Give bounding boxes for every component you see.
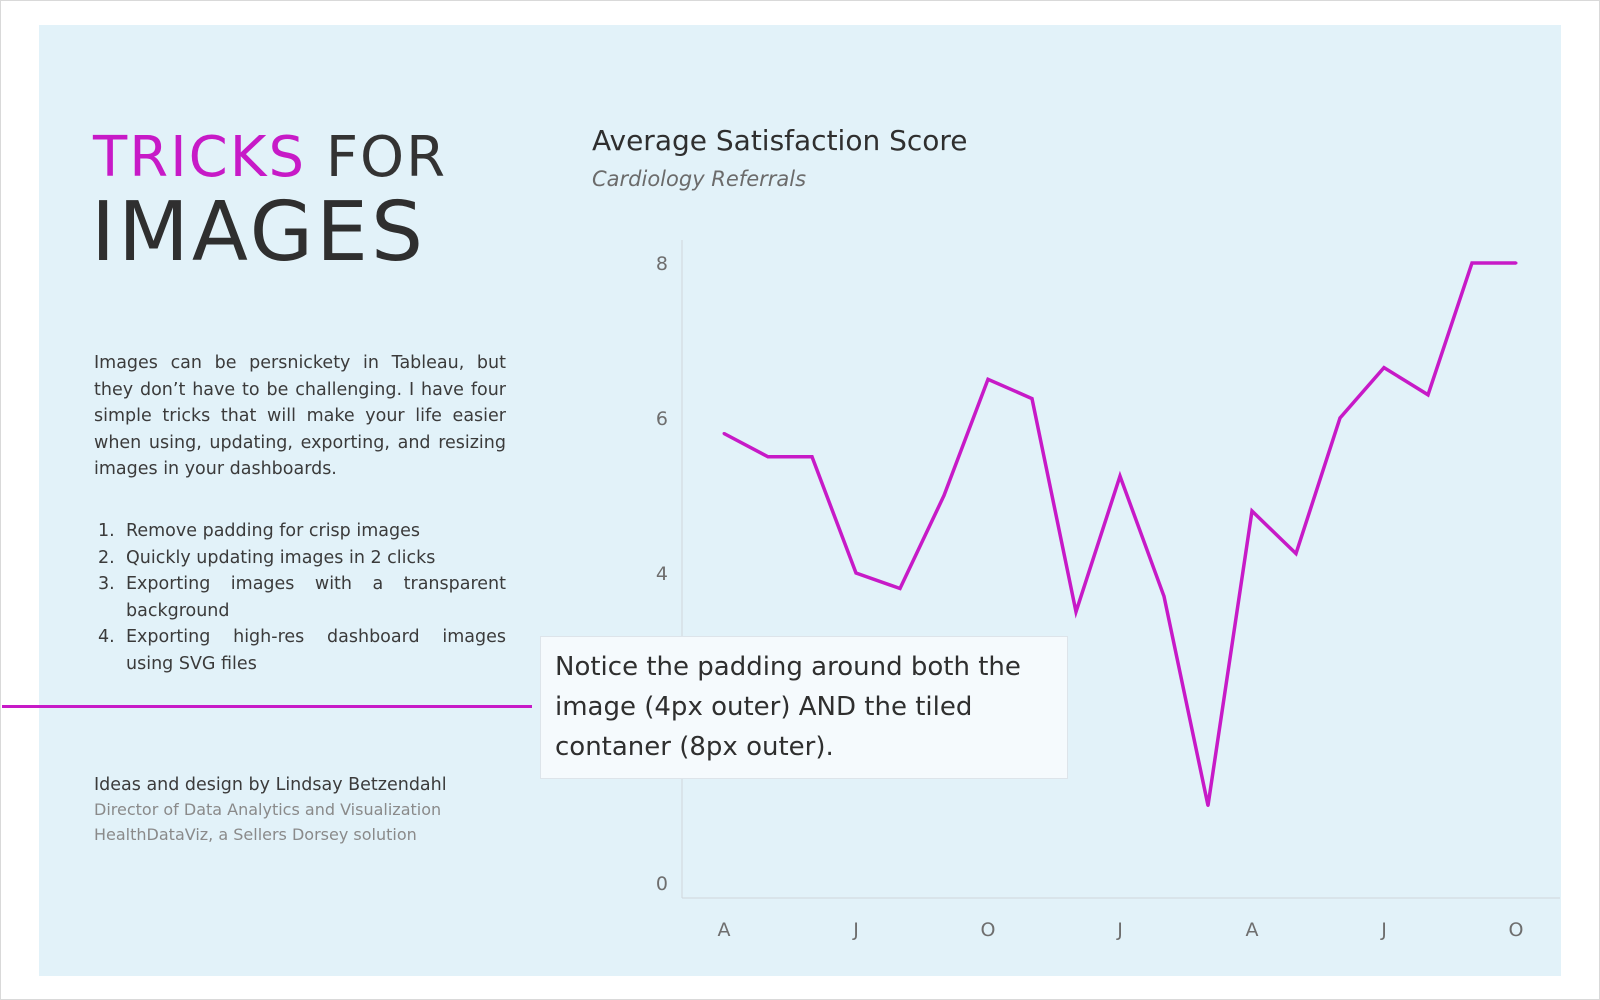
data-point (1206, 804, 1210, 807)
trick-item: 3. Exporting images with a transparent ba… (94, 571, 506, 624)
y-tick-label: 0 (656, 873, 668, 895)
credit-name: Ideas and design by Lindsay Betzendahl (94, 775, 447, 795)
y-tick-label: 4 (656, 563, 668, 585)
data-point (1074, 610, 1078, 614)
data-point (1338, 416, 1342, 420)
callout-note: Notice the padding around both the image… (540, 636, 1068, 779)
data-point (1162, 594, 1166, 598)
trick-text: Remove padding for crisp images (126, 521, 420, 541)
trick-number: 3. (98, 574, 115, 594)
chart-title: Average Satisfaction Score (592, 124, 968, 157)
x-tick-label: J (1380, 919, 1387, 941)
title-tricks: TRICKS (93, 125, 307, 190)
y-tick-label: 8 (656, 253, 668, 275)
series-layer (722, 261, 1518, 807)
data-point (942, 494, 946, 497)
trick-number: 2. (98, 547, 115, 568)
trick-item: 4. Exporting high-res dashboard images us… (94, 624, 506, 677)
data-point (722, 432, 726, 435)
y-tick-label: 6 (656, 408, 668, 430)
data-point (1250, 509, 1254, 513)
x-tick-label: A (718, 919, 731, 941)
data-point (1514, 261, 1518, 265)
data-point (1030, 397, 1034, 401)
trick-item: 2. Quickly updating images in 2 clicks (94, 545, 506, 572)
trick-item: 1. Remove padding for crisp images (94, 518, 506, 545)
x-tick-label: J (852, 919, 859, 941)
accent-divider-line (2, 705, 532, 708)
title-images: IMAGES (91, 185, 426, 280)
y-axis: 0 4 6 8 (656, 240, 683, 898)
credit-org: HealthDataViz, a Sellers Dorsey solution (94, 825, 417, 844)
data-point (1426, 393, 1430, 397)
trick-text: Quickly updating images in 2 clicks (126, 547, 436, 568)
data-point (810, 455, 814, 459)
data-point (1294, 552, 1298, 556)
trick-number: 4. (98, 627, 115, 647)
credit-role: Director of Data Analytics and Visualiza… (94, 800, 442, 819)
trick-number: 1. (98, 521, 115, 541)
title-for: FOR (325, 125, 448, 190)
data-point (986, 377, 990, 381)
data-point (1470, 261, 1474, 265)
data-point (854, 571, 858, 575)
x-tick-label: A (1246, 919, 1259, 941)
dashboard-panel (39, 25, 1561, 976)
chart-subtitle: Cardiology Referrals (592, 167, 807, 191)
data-point (1382, 366, 1386, 370)
data-point (1118, 474, 1122, 478)
trick-text: Exporting images with a transparent back… (126, 574, 506, 621)
data-point (766, 455, 770, 459)
data-point (898, 587, 902, 590)
x-tick-label: O (981, 919, 996, 941)
tricks-list: 1. Remove padding for crisp images 2. Quic… (94, 518, 506, 677)
x-tick-label: J (1116, 919, 1123, 941)
intro-paragraph: Images can be persnickety in Tableau, bu… (94, 353, 506, 479)
title-line1: TRICKS FOR (93, 130, 447, 186)
x-tick-label: O (1509, 919, 1524, 941)
trick-text: Exporting high-res dashboard images usin… (126, 627, 506, 674)
